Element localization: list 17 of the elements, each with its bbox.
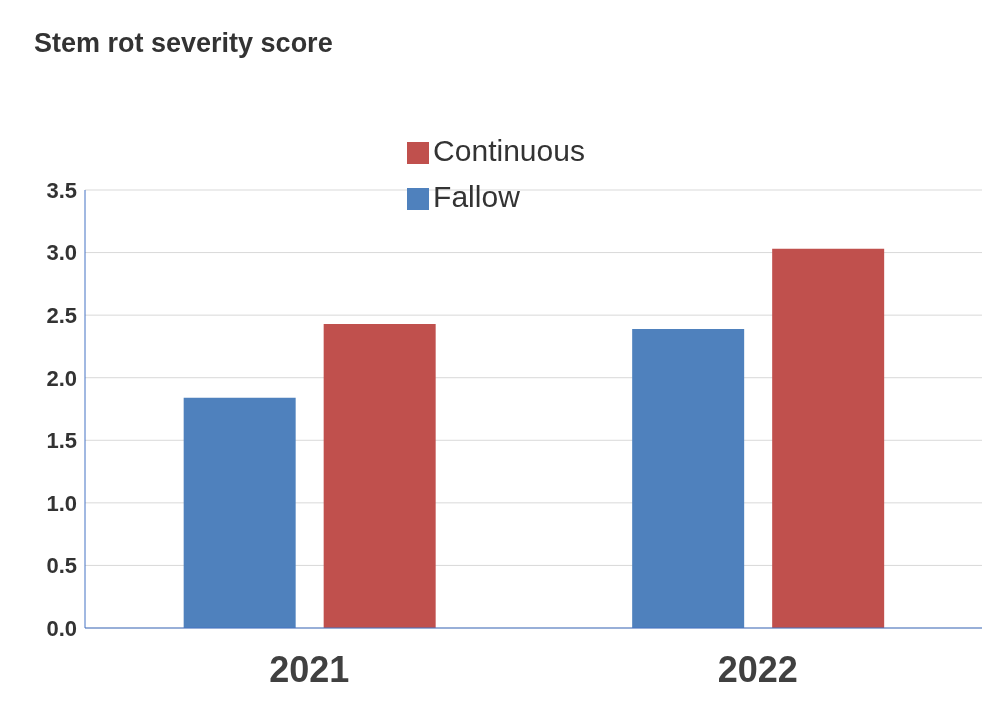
bar [772, 248, 885, 628]
legend-label: Fallow [433, 180, 520, 213]
y-tick-label: 0.5 [46, 553, 77, 579]
bar [323, 323, 436, 628]
y-axis-title: Stem rot severity score [33, 27, 334, 60]
y-tick-label: 2.0 [46, 365, 77, 391]
y-tick-label: 2.5 [46, 302, 77, 328]
legend-label: Continuous [433, 134, 585, 167]
x-tick-label: 2021 [269, 648, 350, 690]
y-tick-label: 0.0 [46, 615, 77, 641]
y-tick-label: 1.0 [46, 490, 77, 516]
x-tick-label: 2022 [717, 648, 798, 690]
y-tick-label: 1.5 [46, 428, 77, 454]
y-tick-label: 3.5 [46, 177, 77, 203]
bar [183, 397, 296, 628]
bar [632, 328, 745, 628]
y-tick-label: 3.0 [46, 240, 77, 266]
